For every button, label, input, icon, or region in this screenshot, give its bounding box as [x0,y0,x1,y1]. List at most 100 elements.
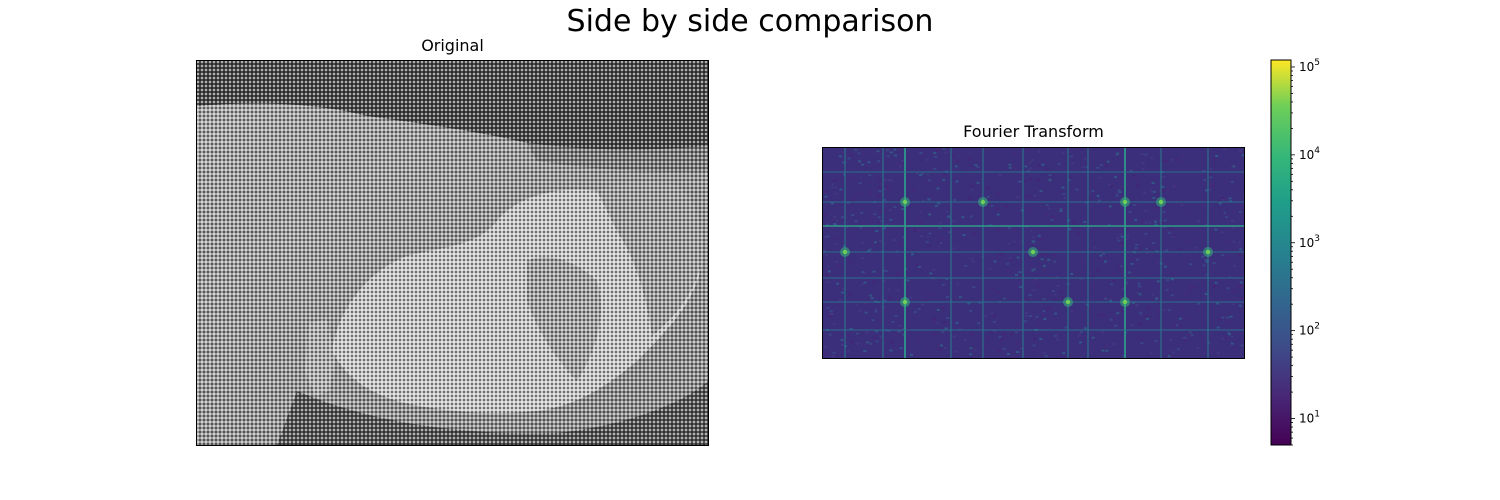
fft-speckle [898,244,902,246]
fft-speckle [838,155,842,158]
fft-speckle [1091,285,1095,288]
fft-speckle [1195,246,1199,249]
fft-speckle [1221,212,1225,214]
fft-speckle [1042,310,1046,313]
fft-speckle [840,174,844,177]
fft-speckle [836,302,840,305]
fft-speckle [831,219,835,222]
fft-speckle [886,149,890,152]
fft-speckle [1222,197,1226,200]
fft-speckle [878,186,882,188]
fft-speckle [1137,248,1141,251]
fft-speckle [1115,194,1119,197]
fft-speckle [927,243,931,246]
fft-speckle [876,150,880,153]
fft-speckle [996,193,1000,196]
fft-speckle [1056,285,1060,287]
fft-speckle [1230,342,1234,345]
fft-speckle [1128,215,1132,218]
fft-speckle [1178,317,1182,320]
fft-speckle [868,248,872,251]
fft-speckle [837,264,841,267]
figure-title: Side by side comparison [566,4,934,39]
fft-speckle [984,344,988,347]
fft-speckle [826,280,830,283]
fft-speckle [1148,221,1152,224]
fft-speckle [1164,160,1168,162]
fft-speckle [1140,342,1144,345]
fft-peak [1030,249,1036,255]
fft-speckle [1155,261,1159,264]
fft-speckle [1155,296,1159,299]
fft-speckle [1229,200,1232,203]
fft-speckle [1020,347,1024,350]
fft-speckle [1083,327,1087,330]
fft-speckle [1154,340,1158,343]
fft-speckle [1013,166,1017,169]
fft-speckle [850,340,854,343]
fft-speckle [928,213,932,216]
fft-speckle [854,220,858,223]
fft-speckle [870,216,874,219]
fft-speckle [1185,317,1188,320]
fft-speckle [1040,258,1044,261]
fft-speckle [1079,357,1083,358]
fft-speckle [875,330,879,333]
fft-speckle [826,273,829,276]
fft-speckle [1051,290,1055,292]
fft-speckle [1105,223,1109,225]
fft-speckle [858,182,862,185]
fft-speckle [1214,281,1218,284]
fft-speckle [1117,268,1121,271]
fft-speckle [1043,318,1047,320]
fft-speckle [1051,215,1055,218]
fft-speckle [1167,231,1171,234]
fft-speckle [1139,338,1143,341]
fft-speckle [993,260,997,263]
fft-speckle [1221,198,1225,201]
fft-speckle [1151,160,1155,163]
fft-speckle [1138,293,1142,296]
fft-speckle [1096,166,1100,169]
fft-speckle [1048,174,1052,177]
fft-speckle [935,149,939,152]
fft-speckle [1210,349,1214,352]
fft-speckle [877,180,881,183]
fft-speckle [1233,289,1237,292]
fft-speckle [1104,297,1108,300]
fft-speckle [982,318,986,321]
fft-speckle [1193,286,1197,289]
fft-speckle [1077,334,1081,337]
fft-speckle [1229,315,1233,318]
fft-speckle [1043,269,1047,272]
fft-speckle [1172,325,1176,328]
fft-speckle [1230,180,1234,183]
fft-speckle [1228,197,1232,200]
fft-speckle [966,170,970,172]
fft-speckle [922,289,925,292]
fft-speckle [990,312,994,315]
fft-speckle [935,322,939,325]
fft-speckle [969,347,973,350]
fft-speckle [1152,190,1156,193]
fft-speckle [1061,186,1065,189]
fft-speckle [898,325,902,328]
fft-speckle [992,313,996,316]
fft-speckle [842,173,846,176]
fft-speckle [870,297,874,300]
fft-speckle [1098,199,1101,202]
fft-speckle [1088,225,1092,228]
fft-speckle [1205,273,1209,276]
fft-speckle [879,210,883,212]
fft-speckle [928,179,932,182]
fft-speckle [1233,348,1237,350]
fft-speckle [933,332,937,335]
fft-speckle [948,231,952,234]
fft-speckle [1046,167,1049,170]
fft-speckle [1093,246,1097,249]
fft-peak [1122,299,1128,305]
fft-speckle [1209,176,1213,179]
fft-speckle [895,334,898,337]
fft-speckle [880,239,884,242]
